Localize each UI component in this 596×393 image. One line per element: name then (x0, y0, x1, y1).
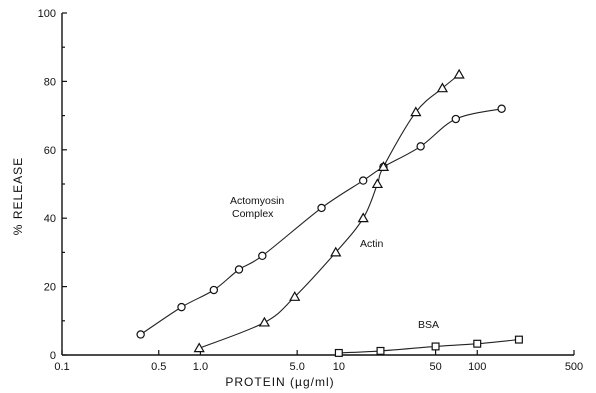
actin-curve (198, 74, 460, 349)
y-tick-label: 20 (44, 282, 56, 294)
actin-point (453, 68, 465, 79)
actomyosin-complex-point (234, 265, 244, 274)
bsa-point (473, 339, 482, 348)
x-ticks: 0.1 0.5 1.0 5.0 10 50 100 500 (54, 350, 583, 373)
x-tick-label: 50 (429, 361, 441, 373)
y-tick-label: 100 (38, 8, 56, 20)
actomyosin-complex-point (416, 142, 425, 151)
actomyosin-complex-point (451, 114, 461, 124)
y-tick-label: 40 (44, 213, 56, 225)
axes (61, 13, 574, 356)
x-tick-label: 1.0 (193, 361, 208, 373)
bsa-point (376, 346, 385, 355)
actomyosin-complex-label: Actomyosin (230, 195, 284, 207)
actomyosin-complex-point (136, 330, 145, 339)
actin-point (436, 82, 449, 93)
bsa-label: BSA (418, 319, 439, 331)
actomyosin-complex-point (177, 302, 186, 312)
y-tick-label: 80 (44, 76, 56, 88)
actin-point (330, 246, 342, 257)
x-axis-title: PROTEIN (µg/ml) (225, 375, 334, 389)
actomyosin-complex-point (359, 176, 368, 185)
actomyosin-complex-point (258, 251, 267, 261)
bsa-curve (338, 339, 519, 354)
x-tick-label: 0.5 (151, 361, 166, 373)
actin-point (377, 161, 390, 171)
actin-point (371, 178, 384, 189)
x-tick-label: 100 (468, 361, 486, 373)
y-tick-label: 0 (50, 350, 56, 362)
bsa-point (514, 335, 523, 344)
y-axis-title: % RELEASE (11, 157, 25, 235)
series-curves (140, 74, 519, 354)
actomyosin-complex-curve (140, 108, 502, 335)
y-ticks: 0 20 40 60 80 100 (38, 8, 67, 362)
actomyosin-complex-label: Complex (232, 208, 274, 220)
bsa-point (334, 348, 343, 357)
x-tick-label: 5.0 (290, 361, 305, 373)
x-tick-label: 500 (565, 361, 583, 373)
actomyosin-complex-point (317, 203, 326, 213)
actomyosin-complex-point (209, 285, 219, 295)
actin-point (193, 342, 205, 353)
y-tick-label: 60 (44, 145, 56, 157)
series-markers (136, 68, 523, 357)
actin-point (258, 316, 271, 327)
actin-point (410, 106, 422, 117)
actin-point (289, 291, 301, 301)
actomyosin-complex-point (497, 104, 506, 113)
bsa-point (431, 342, 440, 351)
x-tick-label: 0.1 (54, 361, 69, 373)
x-tick-label: 10 (333, 361, 345, 373)
actin-point (357, 212, 369, 223)
actin-label: Actin (360, 238, 384, 250)
